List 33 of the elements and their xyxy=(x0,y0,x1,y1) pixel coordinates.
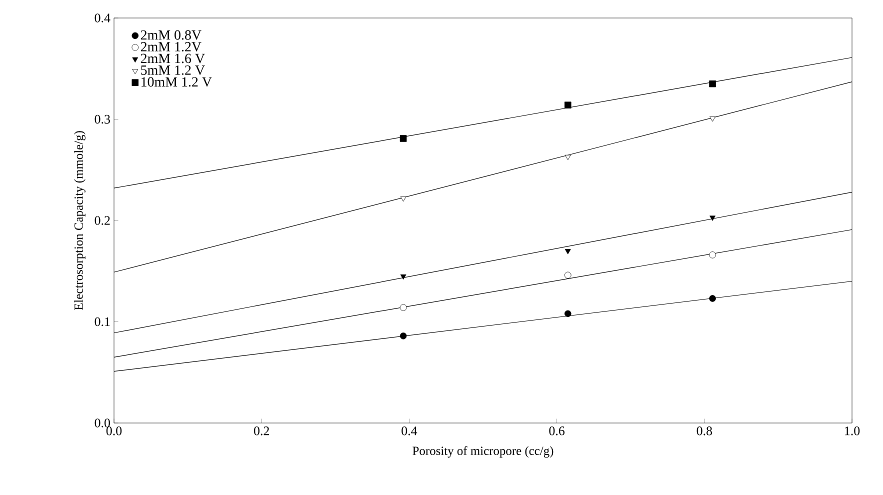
point xyxy=(400,274,406,280)
point xyxy=(564,310,572,318)
legend-label: 5mM 1.2 V xyxy=(141,65,205,75)
point xyxy=(400,332,407,340)
x-tick-label: 1.0 xyxy=(845,426,860,436)
point xyxy=(400,304,407,311)
point xyxy=(709,295,716,302)
point xyxy=(564,154,571,160)
x-tick-label: 0.6 xyxy=(549,426,565,436)
point xyxy=(710,216,716,221)
x-axis-title: Porosity of micropore (cc/g) xyxy=(412,446,554,458)
x-tick-label: 0.2 xyxy=(254,426,269,436)
point xyxy=(564,249,571,254)
point xyxy=(709,80,716,88)
x-tick-label: 0.4 xyxy=(402,426,418,436)
y-tick-label: 0.2 xyxy=(94,216,110,225)
point xyxy=(400,135,407,142)
y-tick-label: 0.3 xyxy=(94,114,110,124)
point xyxy=(564,272,572,279)
legend-label: 10mM 1.2 V xyxy=(142,77,212,87)
y-axis-title: Electrosorption Capacity (mmole/g) xyxy=(74,131,86,310)
legend-label: 2mM 1.6 V xyxy=(140,54,205,64)
y-tick-label: 0.0 xyxy=(94,418,110,428)
x-tick-label: 0.8 xyxy=(696,426,712,436)
legend-label: 2mM 1.2V xyxy=(140,42,202,52)
point xyxy=(564,102,572,108)
y-tick-label: 0.4 xyxy=(94,14,110,22)
point xyxy=(710,116,716,122)
point xyxy=(709,252,716,258)
point xyxy=(400,196,406,202)
legend-label: 2mM 0.8V xyxy=(140,30,202,40)
x-tick-label: 0.0 xyxy=(106,426,122,436)
y-tick-label: 0.1 xyxy=(94,317,110,326)
